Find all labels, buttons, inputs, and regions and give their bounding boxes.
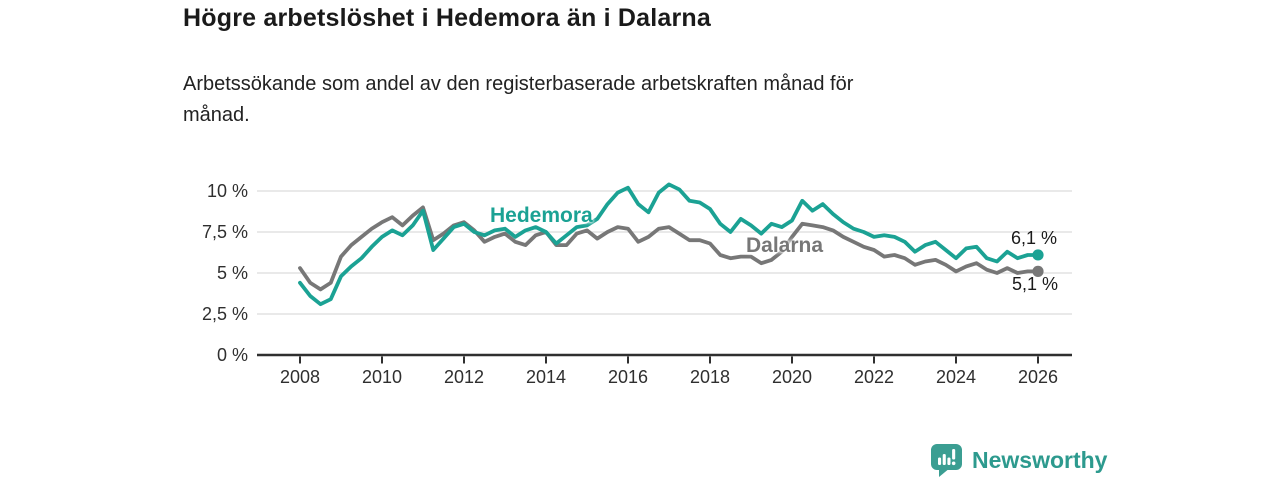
x-tick-label: 2020 [771, 367, 813, 387]
y-tick-label: 2,5 % [201, 304, 248, 324]
x-tick-label: 2026 [1017, 367, 1059, 387]
series-label-hedemora: Hedemora [490, 204, 593, 227]
end-value-label-hedemora: 6,1 % [1011, 228, 1058, 248]
y-tick-label: 0 % [216, 345, 248, 365]
series-label-dalarna: Dalarna [746, 234, 824, 257]
x-tick-label: 2014 [525, 367, 567, 387]
x-tick-label: 2012 [443, 367, 485, 387]
chart-subtitle-line1: Arbetssökande som andel av den registerb… [183, 73, 854, 95]
x-tick-label: 2024 [935, 367, 977, 387]
end-value-label-dalarna: 5,1 % [1012, 274, 1059, 294]
newsworthy-logo-icon [931, 444, 962, 477]
chart-title: Högre arbetslöshet i Hedemora än i Dalar… [183, 4, 712, 32]
x-tick-label: 2010 [361, 367, 403, 387]
newsworthy-brand-text: Newsworthy [972, 447, 1108, 473]
y-tick-label: 7,5 % [201, 222, 248, 242]
series-line-hedemora [298, 182, 1040, 307]
chart-subtitle: Arbetssökande som andel av den registerb… [183, 69, 853, 131]
x-tick-label: 2022 [853, 367, 895, 387]
x-tick-label: 2016 [607, 367, 649, 387]
series-end-dot-dalarna [1032, 265, 1044, 277]
y-tick-label: 10 % [206, 181, 248, 201]
x-tick-label: 2008 [279, 367, 321, 387]
x-tick-label: 2018 [689, 367, 731, 387]
chart-subtitle-line2: månad. [183, 104, 250, 126]
series-line-dalarna [298, 205, 1040, 292]
series-end-dot-hedemora [1032, 249, 1044, 261]
y-tick-label: 5 % [216, 263, 248, 283]
newsworthy-brand[interactable]: Newsworthy [930, 443, 1107, 478]
